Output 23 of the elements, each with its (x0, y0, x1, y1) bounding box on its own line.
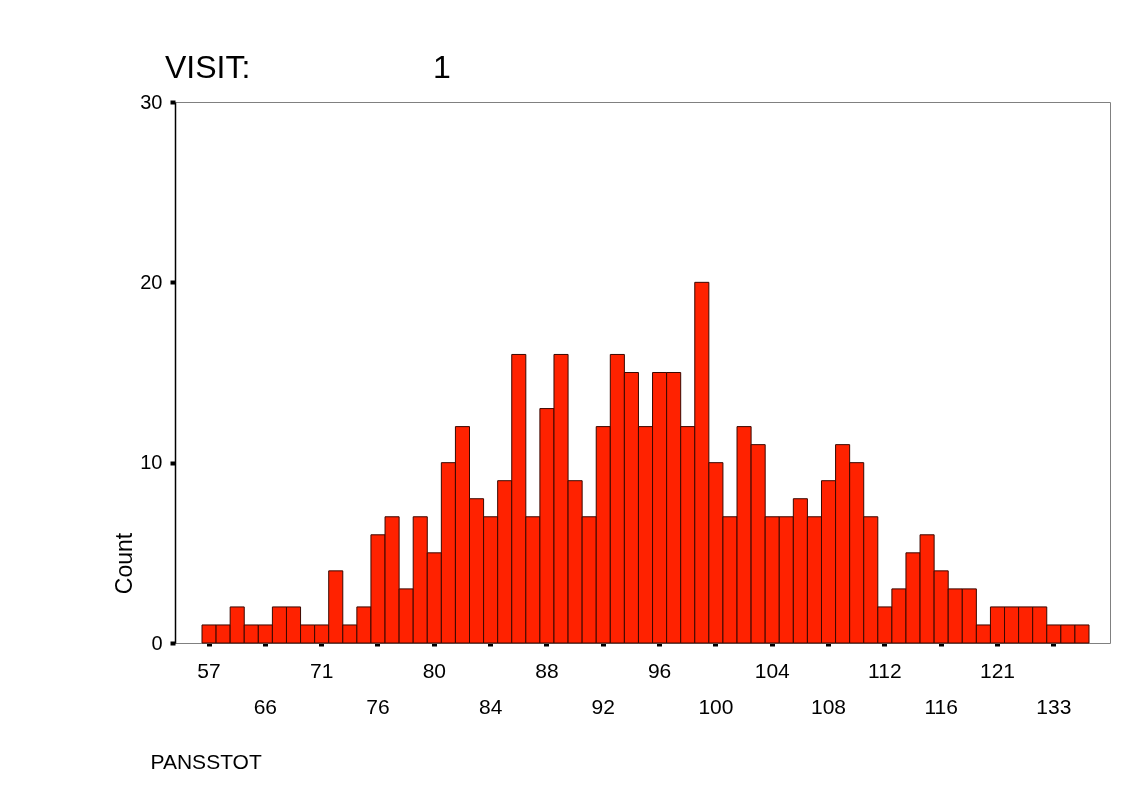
x-tick-label: 71 (309, 658, 334, 682)
x-tick-label: 121 (979, 658, 1016, 682)
x-tick-label: 92 (591, 694, 615, 718)
x-tick-label: 133 (1036, 694, 1072, 718)
x-tick-label: 112 (868, 658, 902, 682)
x-axis-title: PANSSTOT (150, 749, 262, 773)
chart-title: VISIT: 1 (165, 49, 451, 85)
x-tick-label: 76 (366, 694, 390, 718)
x-tick-label: 104 (754, 658, 791, 682)
y-tick-label: 30 (140, 90, 163, 113)
x-tick-label: 116 (924, 694, 958, 718)
x-tick-label: 88 (535, 658, 559, 682)
x-tick-label: 80 (422, 658, 446, 682)
y-tick-label: 20 (140, 270, 163, 293)
x-tick-label: 57 (197, 658, 221, 682)
x-tick-label: 66 (253, 694, 278, 718)
x-tick-label: 100 (698, 694, 734, 718)
x-tick-label: 96 (647, 658, 672, 682)
x-tick-label: 84 (478, 694, 503, 718)
y-tick-label: 0 (151, 631, 163, 654)
y-tick-label: 10 (140, 451, 163, 474)
y-axis-title: Count (110, 532, 137, 595)
x-tick-label: 108 (811, 694, 847, 718)
